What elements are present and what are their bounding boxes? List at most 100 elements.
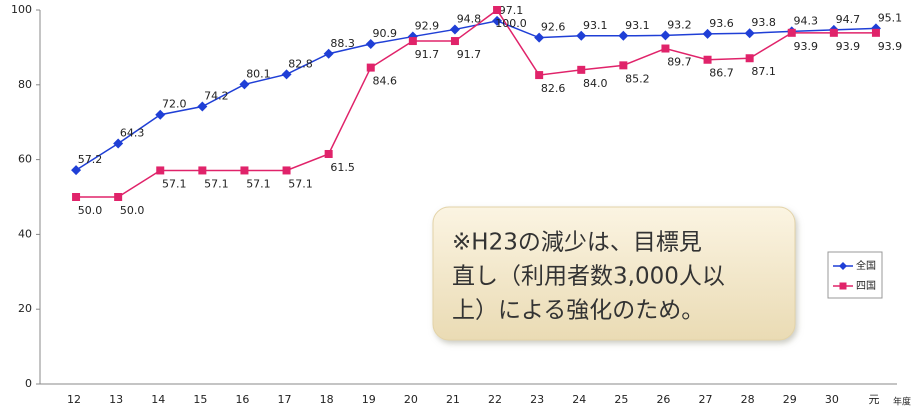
data-label: 93.9	[878, 40, 903, 53]
annotation-box	[432, 206, 796, 341]
data-label: 92.6	[541, 21, 566, 34]
x-tick-label: 21	[446, 393, 460, 406]
annotation-text: ※H23の減少は、目標見	[452, 230, 702, 256]
legend-label: 四国	[856, 280, 876, 292]
x-tick-label: 29	[783, 393, 797, 406]
data-label: 80.1	[246, 67, 271, 80]
x-tick-label: 14	[151, 393, 165, 406]
data-label: 57.1	[162, 177, 187, 190]
data-label: 93.1	[583, 19, 608, 32]
data-label: 82.6	[541, 82, 566, 95]
marker	[619, 61, 628, 70]
x-tick-label: 23	[530, 393, 544, 406]
data-label: 86.7	[709, 67, 734, 80]
marker	[323, 48, 334, 59]
data-label: 50.0	[78, 204, 103, 217]
marker	[787, 28, 796, 37]
marker	[449, 24, 460, 35]
data-label: 94.7	[836, 13, 861, 26]
x-tick-label: 30	[825, 393, 839, 406]
marker	[198, 166, 207, 175]
data-label: 100.0	[495, 17, 527, 30]
data-label: 93.9	[836, 40, 861, 53]
legend-label: 全国	[856, 259, 876, 272]
data-label: 84.0	[583, 77, 608, 90]
marker	[661, 44, 670, 53]
data-label: 84.6	[373, 75, 398, 88]
x-tick-label: 27	[699, 393, 713, 406]
marker	[240, 166, 249, 175]
marker	[577, 65, 586, 74]
x-tick-label: 25	[614, 393, 628, 406]
marker	[829, 28, 838, 37]
annotation-text: 直し（利用者数3,000人以	[452, 264, 725, 290]
x-tick-label: 24	[572, 393, 586, 406]
marker	[745, 54, 754, 63]
marker	[618, 30, 629, 41]
x-tick-label: 17	[278, 393, 292, 406]
marker	[450, 37, 459, 46]
data-label: 74.2	[204, 89, 229, 102]
x-axis-label: 年度	[893, 396, 911, 408]
y-tick-label: 80	[18, 78, 32, 91]
data-label: 97.1	[499, 4, 524, 17]
marker	[281, 69, 292, 80]
x-tick-label: 22	[488, 393, 502, 406]
legend-marker	[839, 282, 847, 290]
data-label: 90.9	[373, 27, 398, 40]
data-label: 93.2	[667, 18, 692, 31]
x-tick-label: 15	[193, 393, 207, 406]
x-tick-label: 19	[362, 393, 376, 406]
marker	[156, 166, 165, 175]
data-label: 57.2	[78, 153, 103, 166]
marker	[239, 79, 250, 90]
y-tick-label: 100	[11, 3, 32, 16]
marker	[660, 30, 671, 41]
data-label: 94.3	[794, 14, 819, 27]
marker	[71, 165, 82, 176]
marker	[72, 193, 81, 201]
data-label: 50.0	[120, 204, 145, 217]
marker	[744, 28, 755, 39]
data-label: 87.1	[751, 65, 776, 78]
data-label: 91.7	[415, 48, 440, 61]
series-line	[76, 8, 876, 198]
marker	[408, 37, 417, 46]
legend-box	[827, 251, 883, 299]
x-tick-label: 18	[320, 393, 334, 406]
data-label: 93.1	[625, 19, 650, 32]
marker	[702, 28, 713, 39]
y-tick-label: 20	[18, 302, 32, 315]
marker	[871, 28, 880, 37]
marker	[324, 149, 333, 158]
marker	[155, 109, 166, 120]
data-label: 57.1	[204, 177, 229, 190]
data-label: 95.1	[878, 11, 903, 24]
x-tick-label: 16	[235, 393, 249, 406]
data-label: 85.2	[625, 72, 650, 85]
marker	[535, 71, 544, 80]
y-tick-label: 40	[18, 227, 32, 240]
marker	[366, 63, 375, 72]
x-tick-label: 13	[109, 393, 123, 406]
x-tick-label: 元	[868, 393, 879, 406]
data-label: 91.7	[457, 48, 482, 61]
marker	[113, 138, 124, 149]
marker	[492, 15, 503, 26]
data-label: 89.7	[667, 56, 692, 69]
data-label: 93.9	[794, 40, 819, 53]
marker	[197, 101, 208, 112]
data-label: 92.9	[415, 20, 440, 33]
data-label: 93.6	[709, 17, 734, 30]
data-label: 72.0	[162, 98, 187, 111]
data-label: 61.5	[330, 161, 355, 174]
data-label: 93.8	[751, 16, 776, 29]
y-tick-label: 60	[18, 153, 32, 166]
x-tick-label: 28	[741, 393, 755, 406]
legend-marker	[839, 262, 847, 270]
x-tick-label: 12	[67, 393, 81, 406]
data-label: 94.8	[457, 12, 482, 25]
marker	[534, 32, 545, 43]
